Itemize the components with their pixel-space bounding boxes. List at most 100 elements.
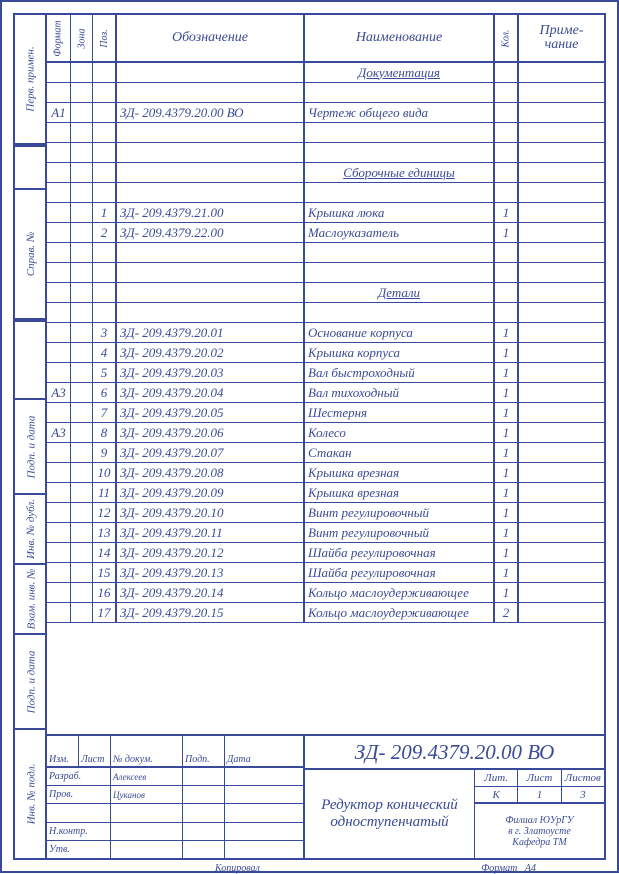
cell-pos: 16 <box>93 583 117 602</box>
cell-zone <box>71 283 93 302</box>
cell-note <box>519 103 604 122</box>
cell-format <box>47 183 71 202</box>
cell-note <box>519 363 604 382</box>
footer-a4: А4 <box>525 863 536 874</box>
cell-note <box>519 503 604 522</box>
cell-pos: 7 <box>93 403 117 422</box>
cell-pos: 9 <box>93 443 117 462</box>
cell-zone <box>71 323 93 342</box>
cell-pos: 6 <box>93 383 117 402</box>
cell-name: Винт регулировочный <box>305 503 495 522</box>
cell-name <box>305 263 495 282</box>
cell-name <box>305 243 495 262</box>
cell-note <box>519 583 604 602</box>
meta-k: К <box>475 787 518 802</box>
cell-format <box>47 403 71 422</box>
cell-name: Шестерня <box>305 403 495 422</box>
cell-pos <box>93 83 117 102</box>
table-row <box>47 83 604 103</box>
table-row: 10ЗД- 209.4379.20.08Крышка врезная1 <box>47 463 604 483</box>
cell-pos: 14 <box>93 543 117 562</box>
title-block: Изм. Лист № докум. Подп. Дата Разраб.Але… <box>47 734 604 858</box>
cell-pos: 2 <box>93 223 117 242</box>
cell-qty: 1 <box>495 583 519 602</box>
cell-note <box>519 563 604 582</box>
hdr-format: Формат <box>53 20 64 56</box>
cell-format: А3 <box>47 383 71 402</box>
role-utv: Утв. <box>47 841 111 858</box>
cell-designation: ЗД- 209.4379.20.05 <box>117 403 305 422</box>
cell-note <box>519 283 604 302</box>
role-prov: Пров. <box>47 786 111 803</box>
table-row <box>47 143 604 163</box>
cell-note <box>519 163 604 182</box>
cell-format: А3 <box>47 423 71 442</box>
cell-note <box>519 123 604 142</box>
cell-designation: ЗД- 209.4379.20.10 <box>117 503 305 522</box>
cell-pos <box>93 63 117 82</box>
cell-designation: ЗД- 209.4379.20.15 <box>117 603 305 622</box>
cell-name: Вал быстроходный <box>305 363 495 382</box>
cell-note <box>519 383 604 402</box>
cell-format <box>47 123 71 142</box>
cell-designation: ЗД- 209.4379.20.12 <box>117 543 305 562</box>
cell-qty <box>495 183 519 202</box>
cell-qty <box>495 303 519 322</box>
drawing-title: Редуктор конический одноступенчатый <box>305 770 475 858</box>
side-inv-dubl: Инв. № дубл. <box>25 499 37 559</box>
cell-format <box>47 603 71 622</box>
table-row: 13ЗД- 209.4379.20.11Винт регулировочный1 <box>47 523 604 543</box>
cell-qty: 1 <box>495 443 519 462</box>
cell-format: А1 <box>47 103 71 122</box>
cell-qty: 1 <box>495 403 519 422</box>
cell-zone <box>71 583 93 602</box>
table-row: 12ЗД- 209.4379.20.10Винт регулировочный1 <box>47 503 604 523</box>
hdr-note: Приме- чание <box>540 24 584 52</box>
cell-qty: 1 <box>495 363 519 382</box>
cell-name: Крышка корпуса <box>305 343 495 362</box>
person-prov: Цуканов <box>111 786 183 803</box>
table-row: 11ЗД- 209.4379.20.09Крышка врезная1 <box>47 483 604 503</box>
cell-designation <box>117 283 305 302</box>
table-row: А36ЗД- 209.4379.20.04Вал тихоходный1 <box>47 383 604 403</box>
footer-kopiroval: Копировал <box>215 863 260 874</box>
cell-note <box>519 243 604 262</box>
cell-zone <box>71 223 93 242</box>
cell-pos: 15 <box>93 563 117 582</box>
cell-format <box>47 443 71 462</box>
cell-zone <box>71 243 93 262</box>
cell-pos <box>93 143 117 162</box>
cell-qty <box>495 143 519 162</box>
cell-qty: 1 <box>495 423 519 442</box>
cell-designation <box>117 63 305 82</box>
cell-designation: ЗД- 209.4379.20.14 <box>117 583 305 602</box>
cell-pos: 4 <box>93 343 117 362</box>
cell-pos <box>93 243 117 262</box>
drawing-number: ЗД- 209.4379.20.00 ВО <box>305 736 604 770</box>
cell-name: Сборочные единицы <box>305 163 495 182</box>
cell-zone <box>71 343 93 362</box>
cell-note <box>519 323 604 342</box>
cell-pos: 13 <box>93 523 117 542</box>
cell-qty <box>495 243 519 262</box>
cell-note <box>519 263 604 282</box>
cell-note <box>519 223 604 242</box>
cell-zone <box>71 183 93 202</box>
cell-name: Шайба регулировочная <box>305 563 495 582</box>
cell-zone <box>71 563 93 582</box>
cell-designation <box>117 243 305 262</box>
cell-format <box>47 483 71 502</box>
cell-qty <box>495 103 519 122</box>
cell-zone <box>71 403 93 422</box>
cell-qty: 1 <box>495 543 519 562</box>
cell-designation: ЗД- 209.4379.20.03 <box>117 363 305 382</box>
cell-pos <box>93 283 117 302</box>
cell-name: Кольцо маслоудерживающее <box>305 603 495 622</box>
cell-format <box>47 503 71 522</box>
cell-qty: 1 <box>495 563 519 582</box>
cell-format <box>47 463 71 482</box>
cell-designation: ЗД- 209.4379.20.13 <box>117 563 305 582</box>
meta-listov: Листов <box>562 770 604 786</box>
cell-name <box>305 143 495 162</box>
cell-name: Винт регулировочный <box>305 523 495 542</box>
